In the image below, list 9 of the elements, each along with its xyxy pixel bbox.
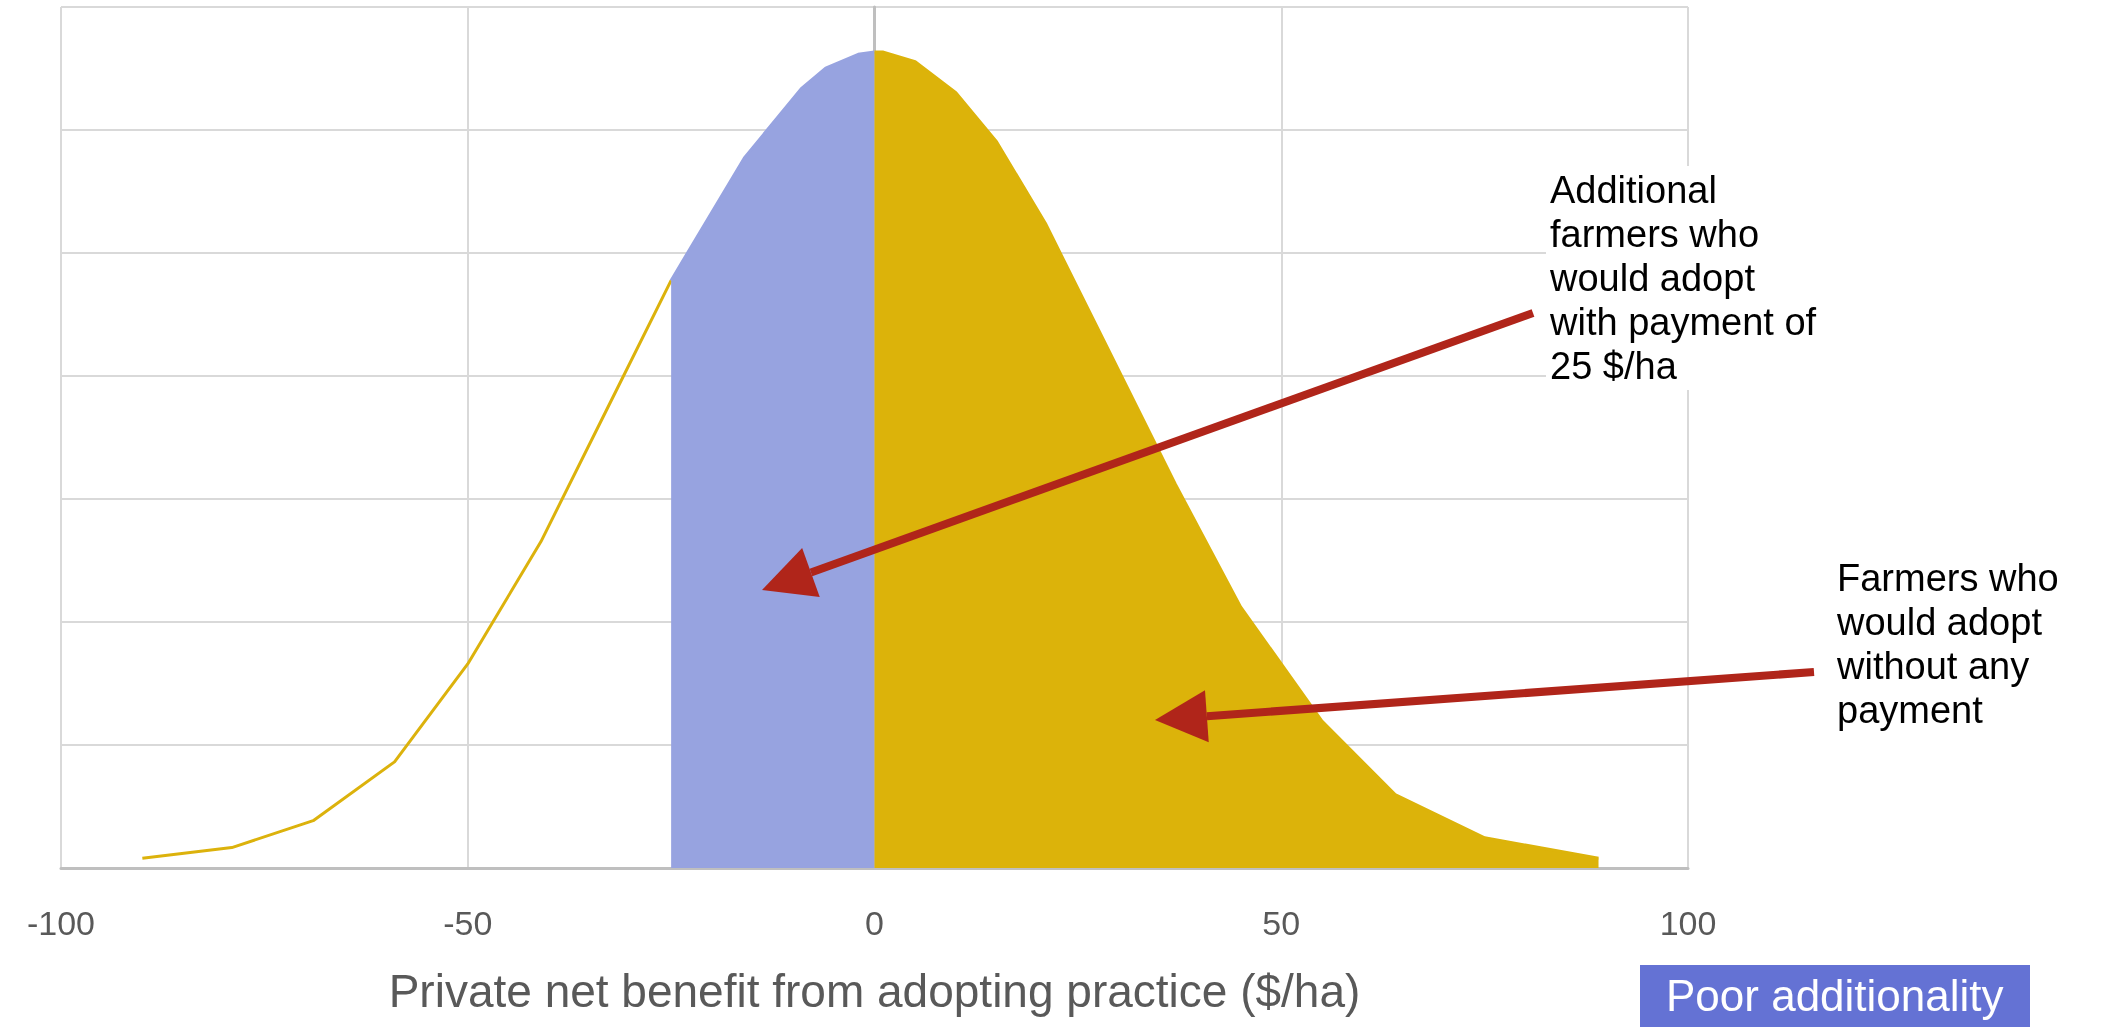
annotation: Additional farmers who would adopt with payment of 25 $/ha bbox=[1546, 166, 1821, 390]
x-tick-label: 0 bbox=[865, 904, 884, 942]
text: Farmers who would adopt without any payment bbox=[1833, 554, 2063, 734]
x-axis-title: Private net benefit from adopting practice ($/ha) bbox=[388, 965, 1361, 1017]
x-tick-label: 100 bbox=[1659, 904, 1717, 942]
x-tick-label: 50 bbox=[1262, 904, 1301, 942]
x-tick-label: -50 bbox=[443, 904, 493, 942]
x-tick-label: -100 bbox=[26, 904, 96, 942]
text: Poor additionality bbox=[1640, 965, 2030, 1027]
